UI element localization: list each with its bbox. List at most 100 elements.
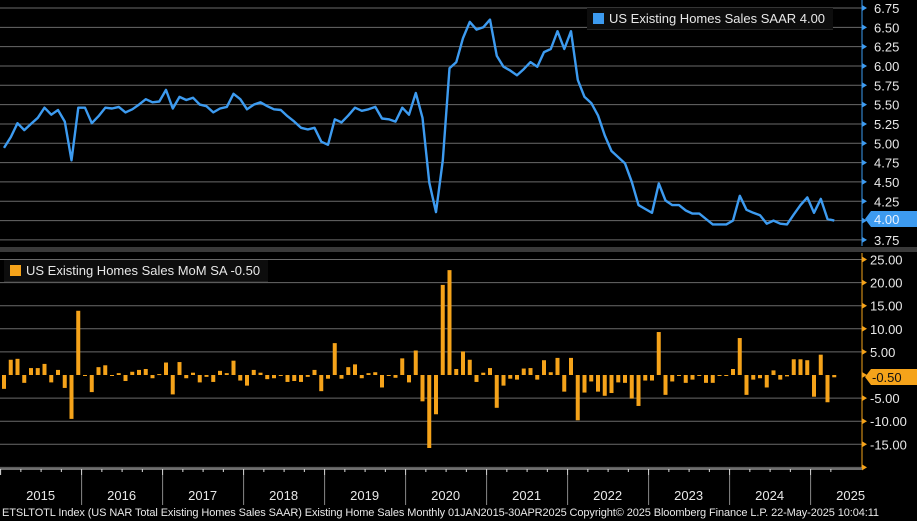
year-label: 2021 — [512, 488, 541, 503]
mom-bar — [555, 357, 560, 375]
mom-bar — [400, 358, 405, 375]
top-legend-label: US Existing Homes Sales SAAR 4.00 — [609, 11, 826, 26]
mom-bar — [751, 375, 756, 380]
year-label: 2016 — [107, 488, 136, 503]
mom-bar — [575, 375, 580, 421]
y-tick-label: 6.50 — [874, 20, 899, 35]
mom-bar — [265, 375, 270, 380]
bottom-legend-label: US Existing Homes Sales MoM SA -0.50 — [26, 263, 261, 278]
mom-bar — [663, 375, 668, 395]
top-panel-grid — [0, 7, 862, 241]
tick-mark — [862, 302, 867, 309]
mom-bar — [427, 375, 432, 448]
saar-line — [2, 18, 835, 226]
saar-line-series — [2, 18, 835, 226]
mom-bar — [562, 375, 567, 392]
mom-bar — [474, 375, 479, 382]
mom-bar — [366, 373, 371, 375]
mom-bar — [312, 369, 317, 375]
panel-divider[interactable] — [0, 247, 917, 252]
mom-bar — [42, 363, 47, 375]
mom-bar — [164, 362, 168, 375]
y-tick-label: 5.00 — [870, 345, 895, 360]
mom-bar — [35, 368, 40, 375]
tick-mark — [862, 140, 867, 147]
year-label: 2024 — [755, 488, 784, 503]
y-tick-label: 15.00 — [870, 299, 903, 314]
mom-bar — [832, 375, 837, 378]
footer-caption: ETSLTOTL Index (US NAR Total Existing Ho… — [2, 507, 879, 519]
mom-bar — [380, 375, 384, 388]
top-last-value-marker: 4.00 — [865, 211, 917, 227]
mom-bar — [218, 370, 222, 375]
mom-bar — [677, 375, 681, 376]
mom-bar — [137, 369, 141, 375]
mom-bar — [690, 375, 695, 380]
top-y-axis-ticks: 6.75 6.50 6.25 6.00 5.75 5.50 5.25 5.00 4.75 4.50… — [862, 1, 899, 248]
year-label: 2022 — [593, 488, 622, 503]
mom-bar — [744, 375, 749, 395]
mom-bar — [197, 375, 202, 383]
tick-mark — [862, 24, 867, 31]
y-tick-label: -15.00 — [870, 437, 907, 452]
mom-bar — [420, 375, 425, 402]
bottom-y-axis-ticks: 25.00 20.00 15.00 10.00 5.00 -5.00 -10.00 -15.0… — [862, 253, 907, 471]
tick-mark — [862, 418, 867, 425]
mom-bar — [629, 375, 634, 399]
bottom-last-value-marker: -0.50 — [865, 369, 917, 385]
mom-bar — [616, 375, 621, 383]
mom-bar — [359, 375, 364, 379]
mom-bar — [454, 368, 459, 375]
tick-mark — [862, 217, 867, 224]
mom-bar — [791, 359, 796, 375]
mom-bar — [434, 375, 438, 415]
mom-bar — [224, 373, 229, 375]
mom-bar — [731, 368, 735, 375]
bottom-last-value-label: -0.50 — [872, 370, 902, 385]
tick-mark — [862, 325, 867, 332]
mom-bar — [272, 375, 276, 379]
mom-bar — [89, 375, 94, 393]
mom-bar — [467, 359, 472, 375]
mom-bar — [170, 375, 175, 395]
mom-bar — [704, 375, 708, 383]
mom-bar — [251, 369, 256, 375]
bottom-legend: US Existing Homes Sales MoM SA -0.50 — [4, 260, 269, 282]
top-legend: US Existing Homes Sales SAAR 4.00 — [587, 8, 834, 30]
mom-bar — [69, 375, 74, 419]
mom-bar — [440, 284, 445, 375]
mom-bar — [353, 364, 357, 375]
mom-bar — [373, 372, 378, 375]
mom-bar — [771, 370, 776, 375]
mom-bar — [758, 375, 762, 379]
mom-bar — [339, 375, 344, 379]
tick-mark — [862, 198, 867, 205]
mom-bar — [805, 360, 810, 375]
mom-bar — [130, 371, 135, 375]
year-label: 2018 — [269, 488, 298, 503]
mom-bar — [292, 375, 297, 382]
mom-bar — [697, 375, 702, 376]
tick-mark — [862, 5, 867, 11]
tick-mark — [862, 101, 867, 108]
mom-bar — [184, 375, 189, 379]
y-tick-label: 5.50 — [874, 98, 899, 113]
y-tick-label: 5.25 — [874, 117, 899, 132]
mom-bar — [103, 365, 108, 375]
mom-bar — [582, 375, 587, 393]
mom-bar — [110, 375, 114, 376]
y-tick-label: 4.50 — [874, 175, 899, 190]
mom-bar — [332, 343, 337, 375]
top-last-value-label: 4.00 — [874, 212, 899, 227]
mom-bar — [231, 360, 236, 375]
mom-bar — [785, 375, 789, 377]
tick-mark — [862, 120, 867, 127]
mom-bar — [346, 367, 351, 375]
y-tick-label: 4.25 — [874, 194, 899, 209]
tick-mark — [862, 159, 867, 166]
year-label: 2023 — [674, 488, 703, 503]
mom-bar — [191, 372, 195, 375]
year-label: 2025 — [836, 488, 865, 503]
mom-bar — [278, 375, 283, 376]
